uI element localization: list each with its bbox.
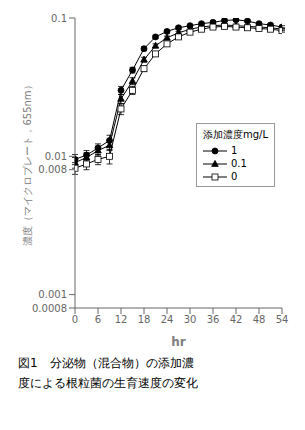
- html-text:1: 1: [231, 145, 238, 156]
- svg-text:0.01: 0.01: [45, 151, 67, 162]
- svg-text:30: 30: [184, 314, 197, 325]
- svg-text:54: 54: [276, 314, 289, 325]
- svg-text:48: 48: [253, 314, 266, 325]
- html-text:0: 0: [231, 171, 238, 182]
- svg-text:濃度（マイクロプレート，655nm）: 濃度（マイクロプレート，655nm）: [22, 80, 33, 245]
- svg-text:hr: hr: [171, 335, 186, 349]
- svg-text:36: 36: [207, 314, 220, 325]
- html-text:図1 分泌物（混合物）の添加濃: 図1 分泌物（混合物）の添加濃: [18, 356, 194, 370]
- svg-text:18: 18: [138, 314, 151, 325]
- html-text:0.1: 0.1: [231, 158, 247, 169]
- svg-text:0.0008: 0.0008: [32, 303, 67, 314]
- svg-text:12: 12: [115, 314, 128, 325]
- html-text:添加濃度mg/L: 添加濃度mg/L: [203, 129, 268, 140]
- svg-text:24: 24: [161, 314, 174, 325]
- svg-text:0.008: 0.008: [38, 164, 67, 175]
- svg-text:0: 0: [72, 314, 78, 325]
- html-text:度による根粒菌の生育速度の変化: 度による根粒菌の生育速度の変化: [18, 376, 198, 390]
- svg-text:6: 6: [95, 314, 101, 325]
- svg-text:0.001: 0.001: [38, 289, 67, 300]
- svg-text:42: 42: [230, 314, 243, 325]
- svg-text:0.1: 0.1: [51, 13, 67, 24]
